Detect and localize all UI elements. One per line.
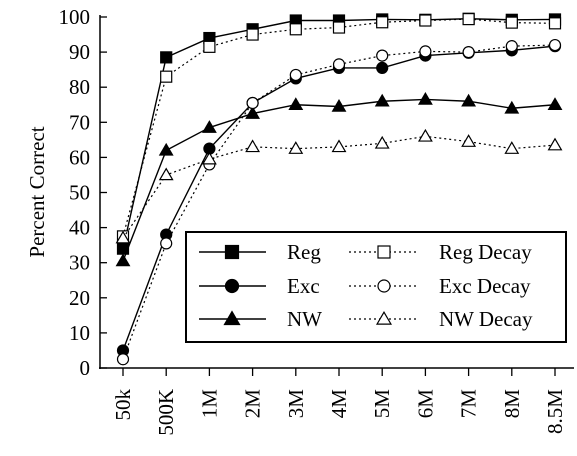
legend-label-exc-decay: Exc Decay bbox=[439, 274, 531, 298]
legend: Reg Exc NW Reg Decay Exc Decay NW Decay bbox=[185, 231, 567, 343]
data-point-exc-decay bbox=[548, 38, 562, 52]
legend-marker-exc bbox=[224, 278, 240, 294]
y-tick-label: 40 bbox=[69, 216, 90, 240]
legend-label-reg: Reg bbox=[287, 240, 321, 264]
data-point-nw bbox=[461, 93, 477, 107]
data-point-exc-decay bbox=[116, 353, 130, 366]
legend-label-nw-decay: NW Decay bbox=[439, 307, 533, 331]
x-tick-label: 8.5M bbox=[543, 389, 567, 434]
data-point-nw bbox=[158, 142, 174, 156]
data-point-nw-decay bbox=[547, 137, 563, 151]
data-point-nw-decay bbox=[288, 141, 304, 154]
x-tick-label: 3M bbox=[284, 389, 308, 419]
x-tick-label: 5M bbox=[370, 389, 394, 419]
legend-box bbox=[185, 231, 567, 343]
x-tick-label: 1M bbox=[197, 389, 221, 419]
x-axis-ticks: 50k 500K 1M 2M 3M 4M 5M 6M 7M 8M 8.5M bbox=[111, 368, 567, 436]
data-point-nw bbox=[331, 99, 347, 112]
x-tick-label: 6M bbox=[413, 389, 437, 419]
series-reg-decay bbox=[116, 13, 562, 243]
data-point-exc-decay bbox=[462, 45, 475, 59]
y-tick-label: 30 bbox=[69, 251, 90, 275]
legend-label-exc: Exc bbox=[287, 274, 320, 298]
data-point-reg-decay bbox=[419, 14, 432, 27]
x-tick-label: 4M bbox=[327, 389, 351, 419]
x-tick-label: 50k bbox=[111, 389, 135, 421]
data-point-nw-decay bbox=[158, 167, 174, 181]
series-reg bbox=[116, 12, 562, 255]
y-axis-ticks: 0 10 20 30 40 50 60 70 80 90 100 bbox=[59, 5, 107, 380]
data-point-reg-decay bbox=[160, 70, 173, 83]
y-tick-label: 10 bbox=[69, 321, 90, 345]
data-point-nw-decay bbox=[374, 135, 390, 149]
series-nw-decay bbox=[115, 128, 563, 244]
data-point-exc-decay bbox=[505, 40, 518, 53]
y-axis-label: Percent Correct bbox=[25, 126, 49, 257]
data-point-nw-decay bbox=[504, 141, 520, 154]
data-point-nw bbox=[374, 93, 390, 107]
legend-label-nw: NW bbox=[287, 307, 322, 331]
data-point-exc-decay bbox=[419, 45, 432, 58]
data-point-exc-decay bbox=[246, 96, 259, 110]
y-tick-label: 0 bbox=[80, 356, 91, 380]
series-nw bbox=[115, 92, 563, 267]
y-tick-label: 60 bbox=[69, 145, 90, 169]
legend-label-reg-decay: Reg Decay bbox=[439, 240, 532, 264]
data-point-nw bbox=[547, 97, 563, 111]
data-point-reg-decay bbox=[376, 16, 389, 29]
data-point-nw-decay bbox=[417, 128, 433, 142]
legend-marker-reg bbox=[224, 244, 240, 260]
data-point-nw bbox=[417, 92, 433, 105]
data-point-nw-decay bbox=[245, 139, 261, 153]
x-tick-label: 8M bbox=[500, 389, 524, 419]
data-point-exc-decay bbox=[289, 68, 302, 82]
data-point-reg-decay bbox=[505, 16, 518, 29]
data-point-reg-decay bbox=[332, 21, 346, 34]
data-point-nw-decay bbox=[201, 151, 217, 165]
legend-marker-nw-decay bbox=[375, 310, 393, 325]
legend-marker-reg-decay bbox=[377, 245, 391, 259]
y-tick-label: 20 bbox=[69, 286, 90, 310]
data-point-nw bbox=[115, 253, 131, 267]
data-point-exc-decay bbox=[376, 49, 389, 62]
y-tick-label: 80 bbox=[69, 75, 90, 99]
x-tick-label: 7M bbox=[457, 389, 481, 419]
series-line-reg bbox=[122, 18, 556, 249]
data-point-nw bbox=[245, 106, 261, 119]
data-point-nw-decay bbox=[461, 134, 477, 147]
y-tick-label: 100 bbox=[59, 5, 91, 29]
data-point-nw bbox=[504, 100, 520, 114]
x-tick-label: 2M bbox=[241, 389, 265, 419]
data-point-reg-decay bbox=[203, 40, 216, 53]
data-point-reg bbox=[160, 51, 173, 64]
data-point-reg-decay bbox=[246, 28, 259, 41]
legend-marker-exc-decay bbox=[377, 279, 391, 293]
plot-series bbox=[115, 12, 563, 366]
data-point-nw-decay bbox=[115, 230, 131, 244]
data-point-exc-decay bbox=[160, 237, 173, 250]
data-point-reg-decay bbox=[289, 23, 302, 36]
data-point-exc bbox=[376, 61, 389, 74]
data-point-nw bbox=[288, 97, 304, 111]
series-line-reg-decay bbox=[122, 18, 556, 237]
data-point-nw bbox=[201, 120, 217, 133]
y-tick-label: 50 bbox=[69, 181, 90, 205]
data-point-exc-decay bbox=[332, 58, 346, 71]
legend-marker-nw bbox=[223, 310, 241, 326]
data-point-reg-decay bbox=[548, 17, 562, 30]
data-point-reg-decay bbox=[462, 13, 475, 26]
y-tick-label: 90 bbox=[69, 40, 90, 64]
y-tick-label: 70 bbox=[69, 110, 90, 134]
data-point-nw-decay bbox=[331, 139, 347, 153]
x-tick-label: 500K bbox=[154, 389, 178, 436]
